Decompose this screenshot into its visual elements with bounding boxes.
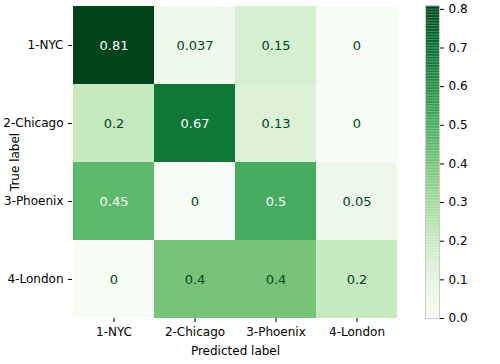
svg-text:0.81: 0.81 [100,38,129,53]
svg-text:0.1: 0.1 [449,273,468,287]
svg-text:0.6: 0.6 [449,79,468,93]
svg-text:0.15: 0.15 [262,38,291,53]
svg-text:True label: True label [8,133,22,192]
svg-text:0.5: 0.5 [449,118,468,132]
svg-text:0: 0 [353,38,361,53]
svg-text:0.4: 0.4 [185,272,206,287]
svg-text:4-London: 4-London [329,325,385,339]
svg-text:0: 0 [191,194,199,209]
svg-text:3-Phoenix: 3-Phoenix [246,325,306,339]
svg-text:1-NYC: 1-NYC [96,325,132,339]
svg-text:0.5: 0.5 [266,194,287,209]
svg-text:0.2: 0.2 [347,272,368,287]
svg-text:0.45: 0.45 [100,194,129,209]
svg-text:0.4: 0.4 [449,157,468,171]
svg-text:0.3: 0.3 [449,195,468,209]
svg-text:0.8: 0.8 [449,2,468,16]
svg-text:2-Chicago: 2-Chicago [3,116,63,130]
svg-text:3-Phoenix: 3-Phoenix [4,194,64,208]
svg-text:0.2: 0.2 [449,234,468,248]
svg-text:0.13: 0.13 [262,116,291,131]
svg-text:0: 0 [353,116,361,131]
svg-text:0.67: 0.67 [181,116,210,131]
svg-text:0.0: 0.0 [449,311,468,325]
svg-text:Predicted label: Predicted label [191,344,280,358]
svg-text:0.4: 0.4 [266,272,287,287]
svg-text:0.05: 0.05 [343,194,372,209]
svg-text:0.7: 0.7 [449,41,468,55]
svg-text:0.037: 0.037 [176,38,213,53]
svg-text:0.2: 0.2 [104,116,125,131]
svg-text:2-Chicago: 2-Chicago [165,325,225,339]
svg-text:4-London: 4-London [8,272,64,286]
svg-text:0: 0 [110,272,118,287]
svg-text:1-NYC: 1-NYC [28,38,64,52]
